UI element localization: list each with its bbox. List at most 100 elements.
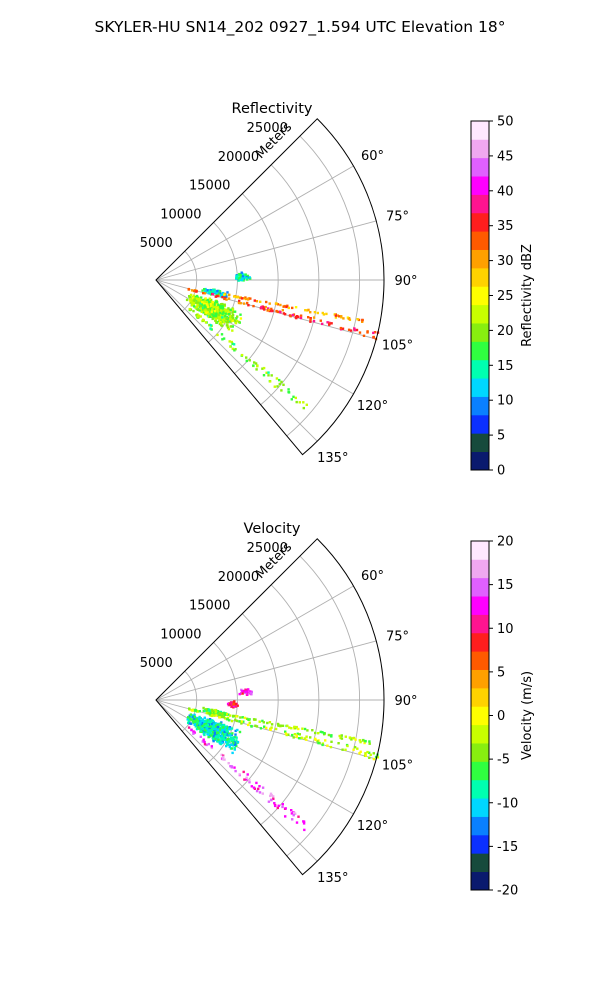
panel-title: Velocity — [244, 521, 301, 537]
colorbar-segment — [471, 451, 489, 471]
colorbar-segment — [471, 669, 489, 689]
range-ring — [181, 250, 198, 312]
colorbar-tick-label: 25 — [497, 289, 514, 304]
colorbar-segment — [471, 871, 489, 891]
range-ring — [260, 584, 320, 826]
range-tick-label: 20000 — [218, 150, 259, 165]
colorbar-segment — [471, 378, 489, 397]
colorbar-tick-label: 0 — [497, 464, 505, 479]
colorbar-tick-label: 0 — [497, 709, 505, 724]
colorbar-tick-label: 35 — [497, 219, 514, 234]
echo-main-cell — [185, 293, 243, 332]
azimuth-tick-label: 75° — [386, 209, 409, 224]
colorbar-segment — [471, 779, 489, 799]
wedge-outline — [155, 538, 385, 876]
azimuth-tick-label: 60° — [361, 569, 384, 584]
colorbar-segment — [471, 249, 489, 269]
azimuth-gridline — [155, 220, 377, 281]
colorbar-tick-label: -15 — [497, 840, 518, 855]
colorbar-segment — [471, 212, 489, 232]
range-tick-label: 25000 — [247, 121, 288, 136]
range-ring — [208, 222, 238, 343]
wedge-outline — [155, 118, 385, 456]
azimuth-tick-label: 135° — [317, 451, 348, 466]
range-tick-label: 20000 — [218, 570, 259, 585]
colorbar-segment — [471, 577, 489, 597]
colorbar-segment — [471, 614, 489, 634]
colorbar: 0 5 10 15 20 25 30 35 40 45 50 Reflectivity dBZ — [470, 115, 535, 479]
echo-clutter-near-90 — [235, 271, 252, 282]
colorbar-tick-label: 15 — [497, 359, 514, 374]
colorbar-tick-label: 40 — [497, 184, 514, 199]
echo-radial-streak-106 — [187, 287, 380, 341]
range-ring — [286, 555, 360, 857]
azimuth-tick-label: 105° — [382, 339, 413, 354]
colorbar-segment — [471, 706, 489, 726]
colorbar-tick-label: 15 — [497, 578, 514, 593]
azimuth-tick-label: 105° — [382, 759, 413, 774]
colorbar-segment — [471, 414, 489, 434]
colorbar-segment — [471, 304, 489, 324]
range-tick-label: 25000 — [247, 541, 288, 556]
colorbar-tick-label: 30 — [497, 254, 514, 269]
colorbar-tick-label: -10 — [497, 796, 518, 811]
colorbar-tick-label: -5 — [497, 753, 510, 768]
colorbar-segment — [471, 687, 489, 707]
colorbar-tick-label: 5 — [497, 665, 505, 680]
colorbar: -20 -15 -10 -5 0 5 10 15 20 Velocity (m/s) — [470, 535, 535, 899]
colorbar-tick-label: 10 — [497, 394, 514, 409]
echo-main-cell — [186, 713, 242, 755]
colorbar-tick-label: 20 — [497, 535, 514, 550]
echo-radial-streak-131 — [188, 307, 308, 410]
colorbar-segment — [471, 651, 489, 670]
colorbar-segment — [471, 139, 489, 159]
range-tick-label: 5000 — [140, 236, 173, 251]
colorbar-segment — [471, 541, 489, 560]
azimuth-tick-label: 60° — [361, 149, 384, 164]
azimuth-tick-label: 120° — [357, 819, 388, 834]
range-ring — [260, 164, 320, 406]
colorbar-segment — [471, 396, 489, 416]
colorbar-tick-label: 45 — [497, 149, 514, 164]
echo-radial-streak-101 — [220, 712, 371, 745]
azimuth-gridline — [155, 699, 354, 815]
azimuth-gridline — [155, 165, 354, 281]
azimuth-tick-label: 135° — [317, 871, 348, 886]
colorbar-segment — [471, 176, 489, 195]
azimuth-tick-label: 120° — [357, 399, 388, 414]
colorbar-segment — [471, 834, 489, 854]
colorbar-segment — [471, 433, 489, 453]
colorbar-segment — [471, 559, 489, 579]
colorbar-segment — [471, 157, 489, 177]
azimuth-gridline — [155, 279, 354, 395]
azimuth-gridline — [155, 640, 377, 701]
colorbar-segment — [471, 359, 489, 379]
colorbar-tick-label: 20 — [497, 324, 514, 339]
azimuth-tick-label: 90° — [394, 274, 417, 289]
figure-title: SKYLER-HU SN14_202 0927_1.594 UTC Elevat… — [95, 18, 506, 37]
range-ring — [234, 613, 279, 794]
echo-radial-streak-106 — [188, 707, 380, 761]
azimuth-tick-label: 75° — [386, 629, 409, 644]
colorbar-tick-label: -20 — [497, 884, 518, 899]
colorbar-tick-label: 5 — [497, 429, 505, 444]
colorbar-segment — [471, 231, 489, 250]
colorbar-segment — [471, 761, 489, 781]
colorbar-segment — [471, 194, 489, 214]
colorbar-label: Velocity (m/s) — [520, 671, 535, 760]
colorbar-segment — [471, 596, 489, 615]
range-ring — [286, 135, 360, 437]
colorbar-segment — [471, 121, 489, 140]
colorbar-segment — [471, 798, 489, 817]
colorbar-segment — [471, 632, 489, 652]
colorbar-tick-label: 10 — [497, 622, 514, 637]
colorbar-segment — [471, 724, 489, 744]
range-tick-label: 10000 — [160, 627, 201, 642]
panel-reflectivity: Reflectivity500010000150002000025000Mete… — [140, 101, 535, 479]
colorbar-segment — [471, 853, 489, 873]
range-tick-label: 10000 — [160, 207, 201, 222]
azimuth-gridline — [155, 699, 318, 862]
echo-clutter-near-92 — [226, 700, 239, 709]
azimuth-gridline — [155, 279, 318, 442]
